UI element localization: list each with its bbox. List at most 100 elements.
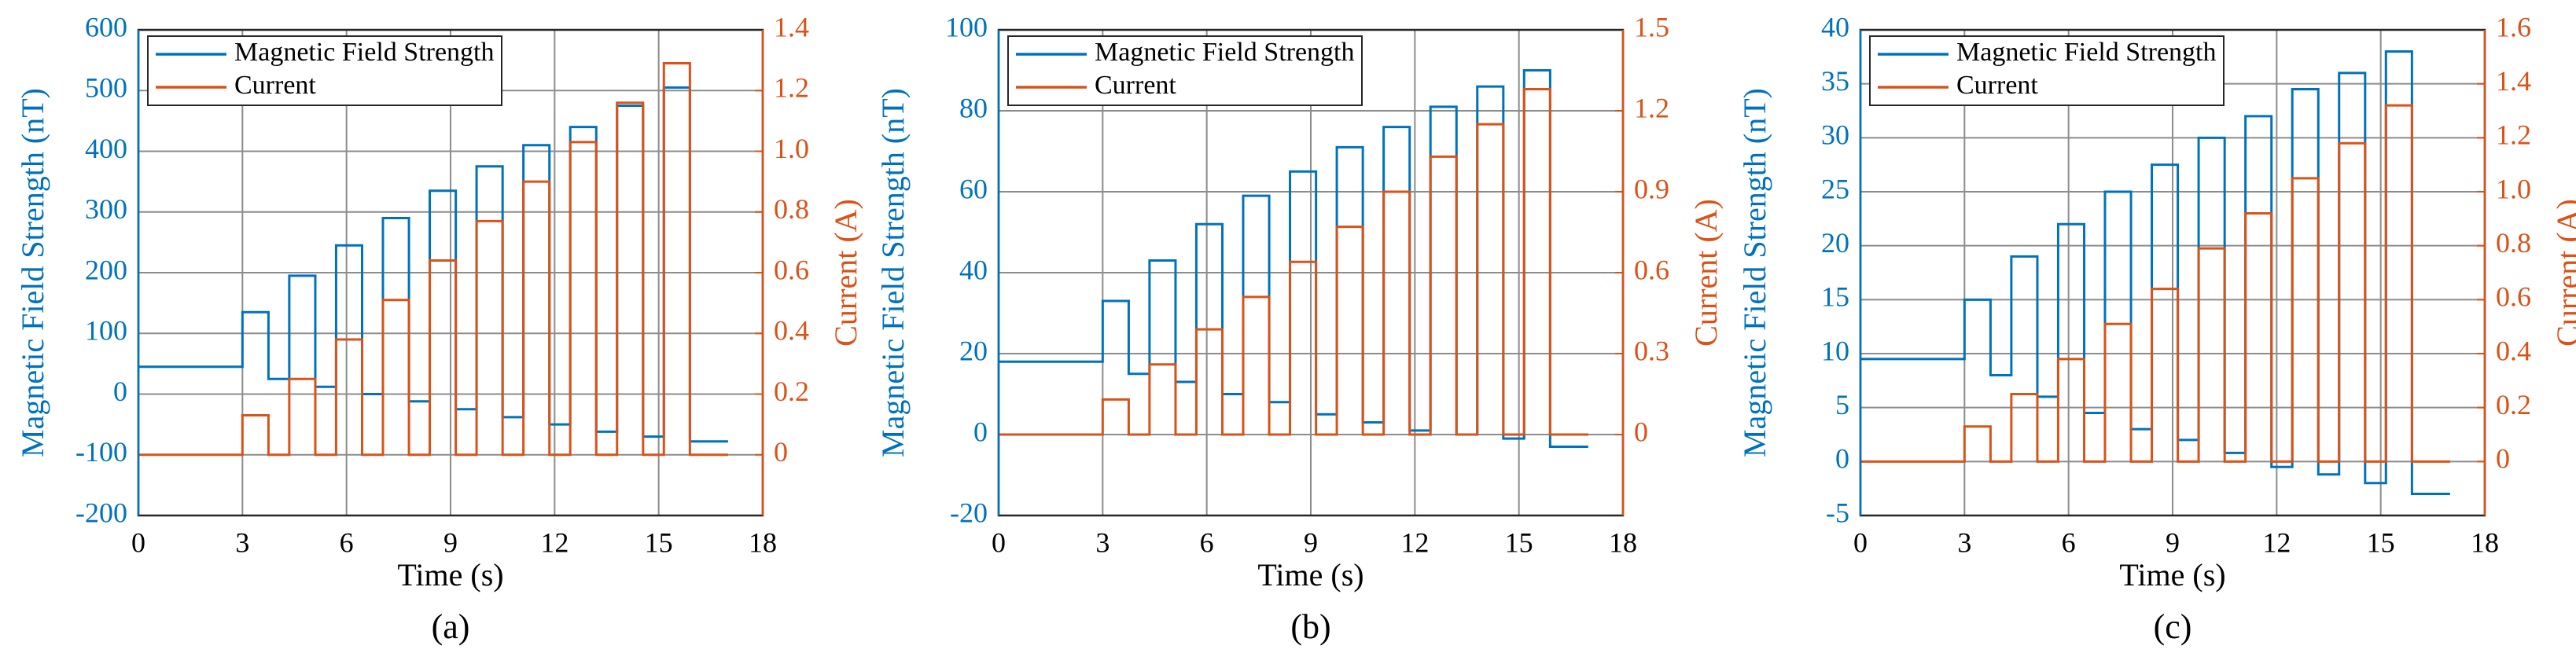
y2-tick-label: 0.9 <box>1634 173 1669 204</box>
x-tick-label: 6 <box>340 526 354 558</box>
y-tick-label: 60 <box>959 173 988 204</box>
y-tick-label: 300 <box>85 193 127 225</box>
y-tick-label: 400 <box>85 133 127 164</box>
subplot: 0 3 6 9 12 15 18-2002040608010000.30.60.91.21.… <box>875 11 1724 646</box>
y-tick-label: 35 <box>1821 65 1849 97</box>
legend: Magnetic Field Strength Current <box>147 35 502 106</box>
y2-tick-label: 0.2 <box>774 376 809 407</box>
y2-tick-label: 0.6 <box>774 254 809 285</box>
y-axis-label: Magnetic Field Strength (nT) <box>875 88 911 457</box>
x-tick-label: 15 <box>2367 526 2395 558</box>
legend-label: Current <box>1956 71 2038 100</box>
y2-tick-label: 1.0 <box>774 133 809 164</box>
series-line <box>138 61 728 457</box>
y2-tick-label: 0.4 <box>2496 335 2531 366</box>
y2-tick-label: 0.8 <box>774 193 809 225</box>
y2-tick-label: 0 <box>1634 416 1648 447</box>
legend-label: Current <box>1095 71 1176 100</box>
caption: (b) <box>1290 607 1330 646</box>
series-line <box>999 69 1588 448</box>
x-tick-label: 0 <box>992 526 1006 558</box>
y-tick-label: 100 <box>945 11 988 42</box>
x-tick-label: 18 <box>749 526 777 558</box>
series-line <box>138 86 728 443</box>
y-tick-label: -5 <box>1826 497 1849 528</box>
y-tick-label: 40 <box>1821 11 1849 42</box>
y-axis-label: Magnetic Field Strength (nT) <box>1737 88 1772 457</box>
y2-tick-label: 0.4 <box>774 315 809 347</box>
series-line <box>1860 104 2450 463</box>
legend-label: Current <box>234 71 316 100</box>
y2-tick-label: 1.4 <box>774 11 809 42</box>
legend-box <box>147 35 502 106</box>
series-line <box>1860 50 2450 496</box>
y-tick-label: 600 <box>85 11 127 42</box>
subplot: 0 3 6 9 12 15 18-5051015202530354000.20.40.60.… <box>1737 11 2576 646</box>
y-tick-label: 500 <box>85 72 127 104</box>
y-tick-label: 80 <box>959 92 988 123</box>
series-line <box>999 88 1588 436</box>
x-tick-label: 18 <box>1609 526 1637 558</box>
legend: Magnetic Field Strength Current <box>1869 35 2225 106</box>
x-tick-label: 12 <box>2262 526 2291 558</box>
y2-tick-label: 0.8 <box>2496 227 2531 259</box>
y2-tick-label: 1.2 <box>2496 119 2531 151</box>
y-tick-label: 100 <box>85 315 127 347</box>
y-tick-label: -20 <box>950 497 988 528</box>
y2-tick-label: 0.6 <box>2496 281 2531 313</box>
y-tick-label: 0 <box>1835 443 1849 475</box>
caption: (c) <box>2154 607 2192 646</box>
y2-tick-label: 1.2 <box>774 72 809 104</box>
y2-tick-label: 1.5 <box>1634 11 1669 42</box>
x-tick-label: 12 <box>1400 526 1429 558</box>
y2-tick-label: 1.0 <box>2496 173 2531 204</box>
legend-label: Magnetic Field Strength <box>234 38 495 67</box>
y-tick-label: 25 <box>1821 173 1849 204</box>
y2-tick-label: 1.2 <box>1634 92 1669 123</box>
x-tick-label: 9 <box>443 526 458 558</box>
y-tick-label: 20 <box>959 335 988 366</box>
x-tick-label: 3 <box>1095 526 1110 558</box>
y-tick-label: 200 <box>85 254 127 285</box>
x-tick-label: 6 <box>2062 526 2076 558</box>
x-tick-label: 15 <box>645 526 673 558</box>
y-tick-label: -200 <box>75 497 127 528</box>
x-axis-label: Time (s) <box>397 557 503 592</box>
y2-axis-label: Current (A) <box>828 199 863 347</box>
y-tick-label: 0 <box>973 416 988 447</box>
subplot: 0 3 6 9 12 15 18 -200 -100 0 100 200 300 400 500 600 0 0.… <box>15 11 863 646</box>
legend-box <box>1869 35 2225 106</box>
x-tick-label: 3 <box>1957 526 1971 558</box>
y-tick-label: 15 <box>1821 281 1849 313</box>
caption: (a) <box>432 607 470 646</box>
x-tick-label: 0 <box>1853 526 1868 558</box>
y2-tick-label: 1.6 <box>2496 11 2531 42</box>
y-tick-label: 10 <box>1821 335 1849 366</box>
x-tick-label: 15 <box>1505 526 1533 558</box>
y-tick-label: 40 <box>959 254 988 285</box>
x-tick-label: 9 <box>1304 526 1318 558</box>
y2-axis-label: Current (A) <box>2550 199 2576 347</box>
y2-axis-label: Current (A) <box>1688 199 1724 347</box>
y2-tick-label: 1.4 <box>2496 65 2531 97</box>
legend-box <box>1007 35 1363 106</box>
x-tick-label: 12 <box>540 526 569 558</box>
y2-tick-label: 0.2 <box>2496 389 2531 420</box>
legend-label: Magnetic Field Strength <box>1956 38 2217 67</box>
x-tick-label: 3 <box>235 526 249 558</box>
y-tick-label: 5 <box>1835 389 1849 420</box>
x-tick-label: 6 <box>1200 526 1214 558</box>
x-tick-label: 0 <box>131 526 145 558</box>
y-tick-label: 30 <box>1821 119 1849 151</box>
y2-tick-label: 0 <box>774 436 788 468</box>
y2-tick-label: 0.6 <box>1634 254 1669 285</box>
x-tick-label: 18 <box>2471 526 2499 558</box>
x-axis-label: Time (s) <box>2119 557 2225 592</box>
legend-label: Magnetic Field Strength <box>1095 38 1355 67</box>
y2-tick-label: 0.3 <box>1634 335 1669 366</box>
y2-tick-label: 0 <box>2496 443 2510 475</box>
y-axis-label: Magnetic Field Strength (nT) <box>15 88 50 457</box>
x-tick-label: 9 <box>2166 526 2180 558</box>
